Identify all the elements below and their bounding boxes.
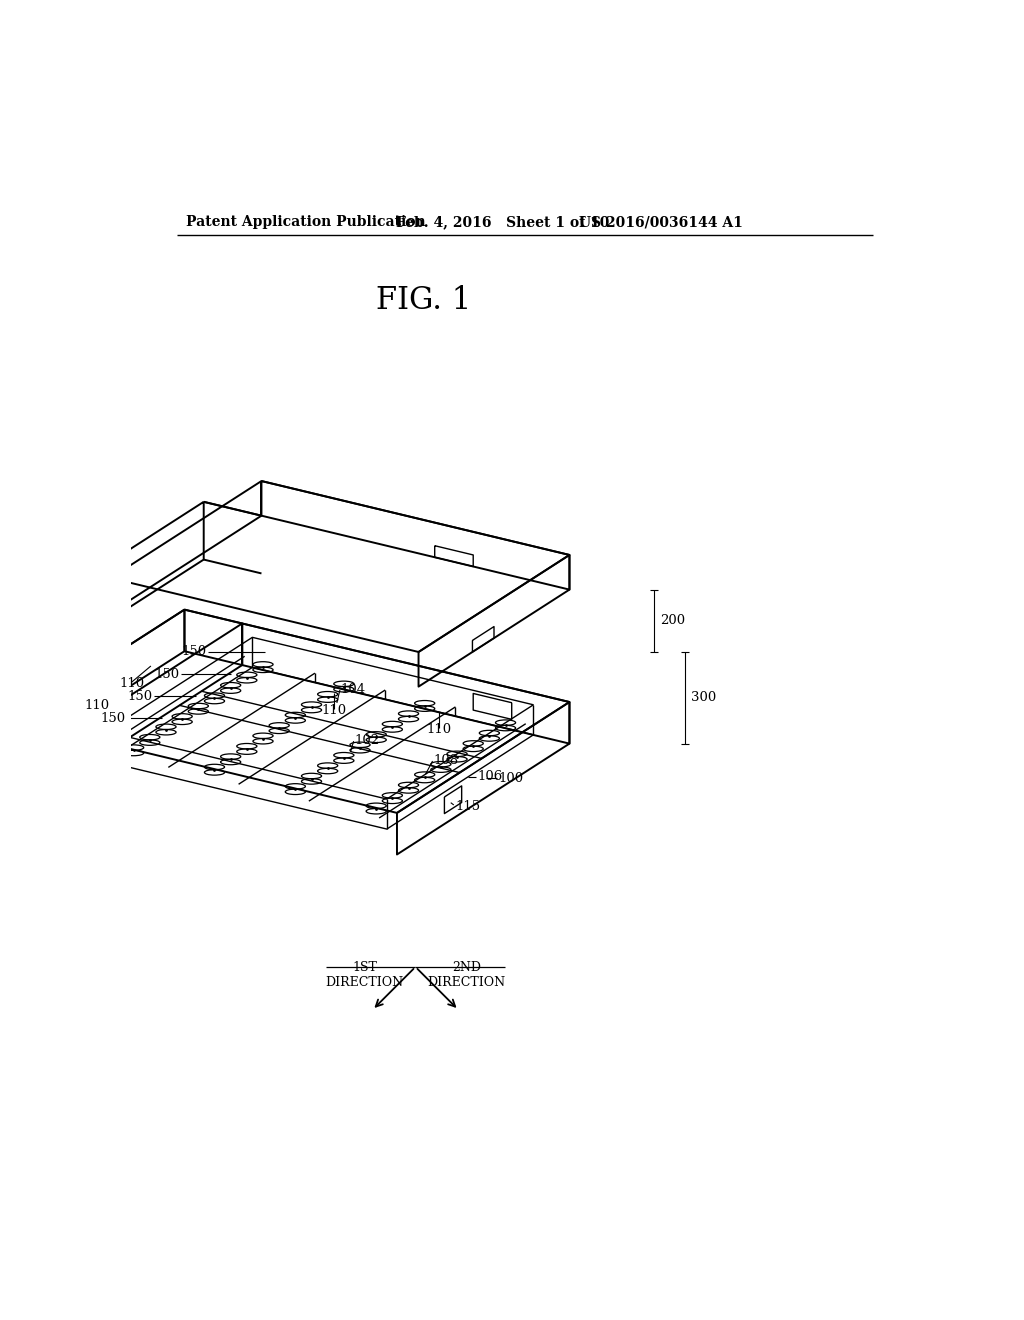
Text: 110: 110 [85,700,110,713]
Text: 2ND
DIRECTION: 2ND DIRECTION [427,961,505,990]
Text: 106: 106 [477,771,503,783]
Text: 200: 200 [660,614,685,627]
Text: Patent Application Publication: Patent Application Publication [186,215,426,230]
Text: 150: 150 [100,711,126,725]
Text: US 2016/0036144 A1: US 2016/0036144 A1 [580,215,743,230]
Text: 115: 115 [456,800,480,813]
Text: 102: 102 [354,734,380,747]
Text: 150: 150 [127,690,153,702]
Text: FIG. 1: FIG. 1 [376,285,471,317]
Text: Feb. 4, 2016   Sheet 1 of 10: Feb. 4, 2016 Sheet 1 of 10 [396,215,609,230]
Text: 300: 300 [691,692,717,705]
Text: 150: 150 [155,668,179,681]
Text: 1ST
DIRECTION: 1ST DIRECTION [326,961,403,990]
Text: 150: 150 [181,645,206,659]
Text: 100: 100 [499,772,523,785]
Text: 110: 110 [426,723,452,737]
Text: 104: 104 [341,682,366,696]
Text: 110: 110 [119,677,144,690]
Text: 110: 110 [322,704,346,717]
Text: 108: 108 [433,754,459,767]
